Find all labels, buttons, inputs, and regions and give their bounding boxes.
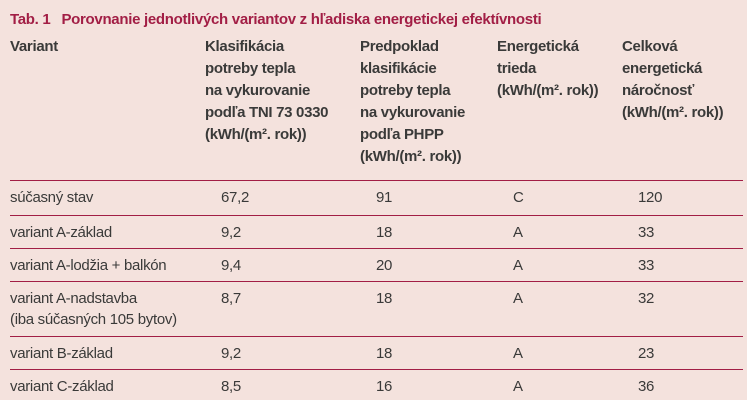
total-value-cell: 32 — [622, 281, 743, 337]
tni-value-cell: 9,4 — [205, 248, 360, 282]
phpp-value-cell: 16 — [376, 377, 393, 395]
energy-class-cell: A — [497, 336, 622, 370]
tni-value-cell: 8,5 — [221, 377, 241, 395]
phpp-value-cell: 18 — [360, 215, 497, 249]
variant-cell: variant B-základ — [10, 336, 205, 370]
total-value-cell: 23 — [622, 336, 743, 370]
energy-class-cell: A — [497, 215, 622, 249]
table-row: variant C-základ 8,5 16 A 36 — [10, 369, 743, 400]
energy-class-cell: C — [497, 180, 622, 216]
tni-value-cell: 9,2 — [205, 215, 360, 249]
column-header-total-energy: Celková energetická náročnosť (kWh/(m². … — [622, 36, 743, 181]
total-value-cell: 33 — [622, 248, 743, 282]
phpp-value-cell: 18 — [360, 336, 497, 370]
total-value-cell: 36 — [638, 377, 655, 395]
variant-cell: variant A-nadstavba (iba súčasných 105 b… — [10, 281, 205, 337]
variant-cell: variant A-lodžia + balkón — [10, 248, 205, 282]
total-value-cell: 120 — [622, 180, 743, 216]
phpp-value-cell: 18 — [360, 281, 497, 337]
phpp-value-cell: 20 — [360, 248, 497, 282]
variant-cell: variant C-základ — [10, 377, 114, 395]
total-value-cell: 33 — [622, 215, 743, 249]
tni-value-cell: 9,2 — [205, 336, 360, 370]
column-header-phpp-classification: Predpoklad klasifikácie potreby tepla na… — [360, 36, 497, 181]
header-row: Variant Klasifikácia potreby tepla na vy… — [10, 36, 743, 181]
table-caption-number: Tab. 1 — [10, 11, 51, 28]
tni-value-cell: 67,2 — [205, 180, 360, 216]
energy-class-cell: A — [497, 248, 622, 282]
column-header-variant: Variant — [10, 36, 205, 181]
energy-comparison-table: Variant Klasifikácia potreby tepla na vy… — [10, 36, 743, 400]
variant-cell: variant A-základ — [10, 215, 205, 249]
table-caption-title: Porovnanie jednotlivých variantov z hľad… — [61, 11, 542, 28]
table-row: variant A-lodžia + balkón 9,4 20 A 33 — [10, 248, 743, 282]
energy-class-cell: A — [497, 281, 622, 337]
table-row: variant A-nadstavba (iba súčasných 105 b… — [10, 281, 743, 337]
energy-class-cell: A — [513, 377, 523, 395]
column-header-energy-class: Energetická trieda (kWh/(m². rok)) — [497, 36, 622, 181]
table-row: variant B-základ 9,2 18 A 23 — [10, 336, 743, 370]
column-header-tni-classification: Klasifikácia potreby tepla na vykurovani… — [205, 36, 360, 181]
table-row: variant A-základ 9,2 18 A 33 — [10, 215, 743, 249]
phpp-value-cell: 91 — [360, 180, 497, 216]
table-row: súčasný stav 67,2 91 C 120 — [10, 180, 743, 216]
table-caption: Tab. 1 Porovnanie jednotlivých variantov … — [0, 0, 747, 36]
variant-cell: súčasný stav — [10, 180, 205, 216]
tni-value-cell: 8,7 — [205, 281, 360, 337]
